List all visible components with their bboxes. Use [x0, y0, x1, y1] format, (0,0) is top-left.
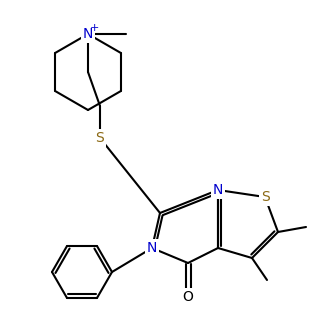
Text: S: S — [261, 190, 269, 204]
Text: N: N — [213, 183, 223, 197]
Text: N: N — [147, 241, 157, 255]
Text: O: O — [183, 290, 193, 304]
Text: S: S — [95, 131, 105, 145]
Text: +: + — [89, 23, 99, 33]
Text: N: N — [83, 27, 93, 41]
